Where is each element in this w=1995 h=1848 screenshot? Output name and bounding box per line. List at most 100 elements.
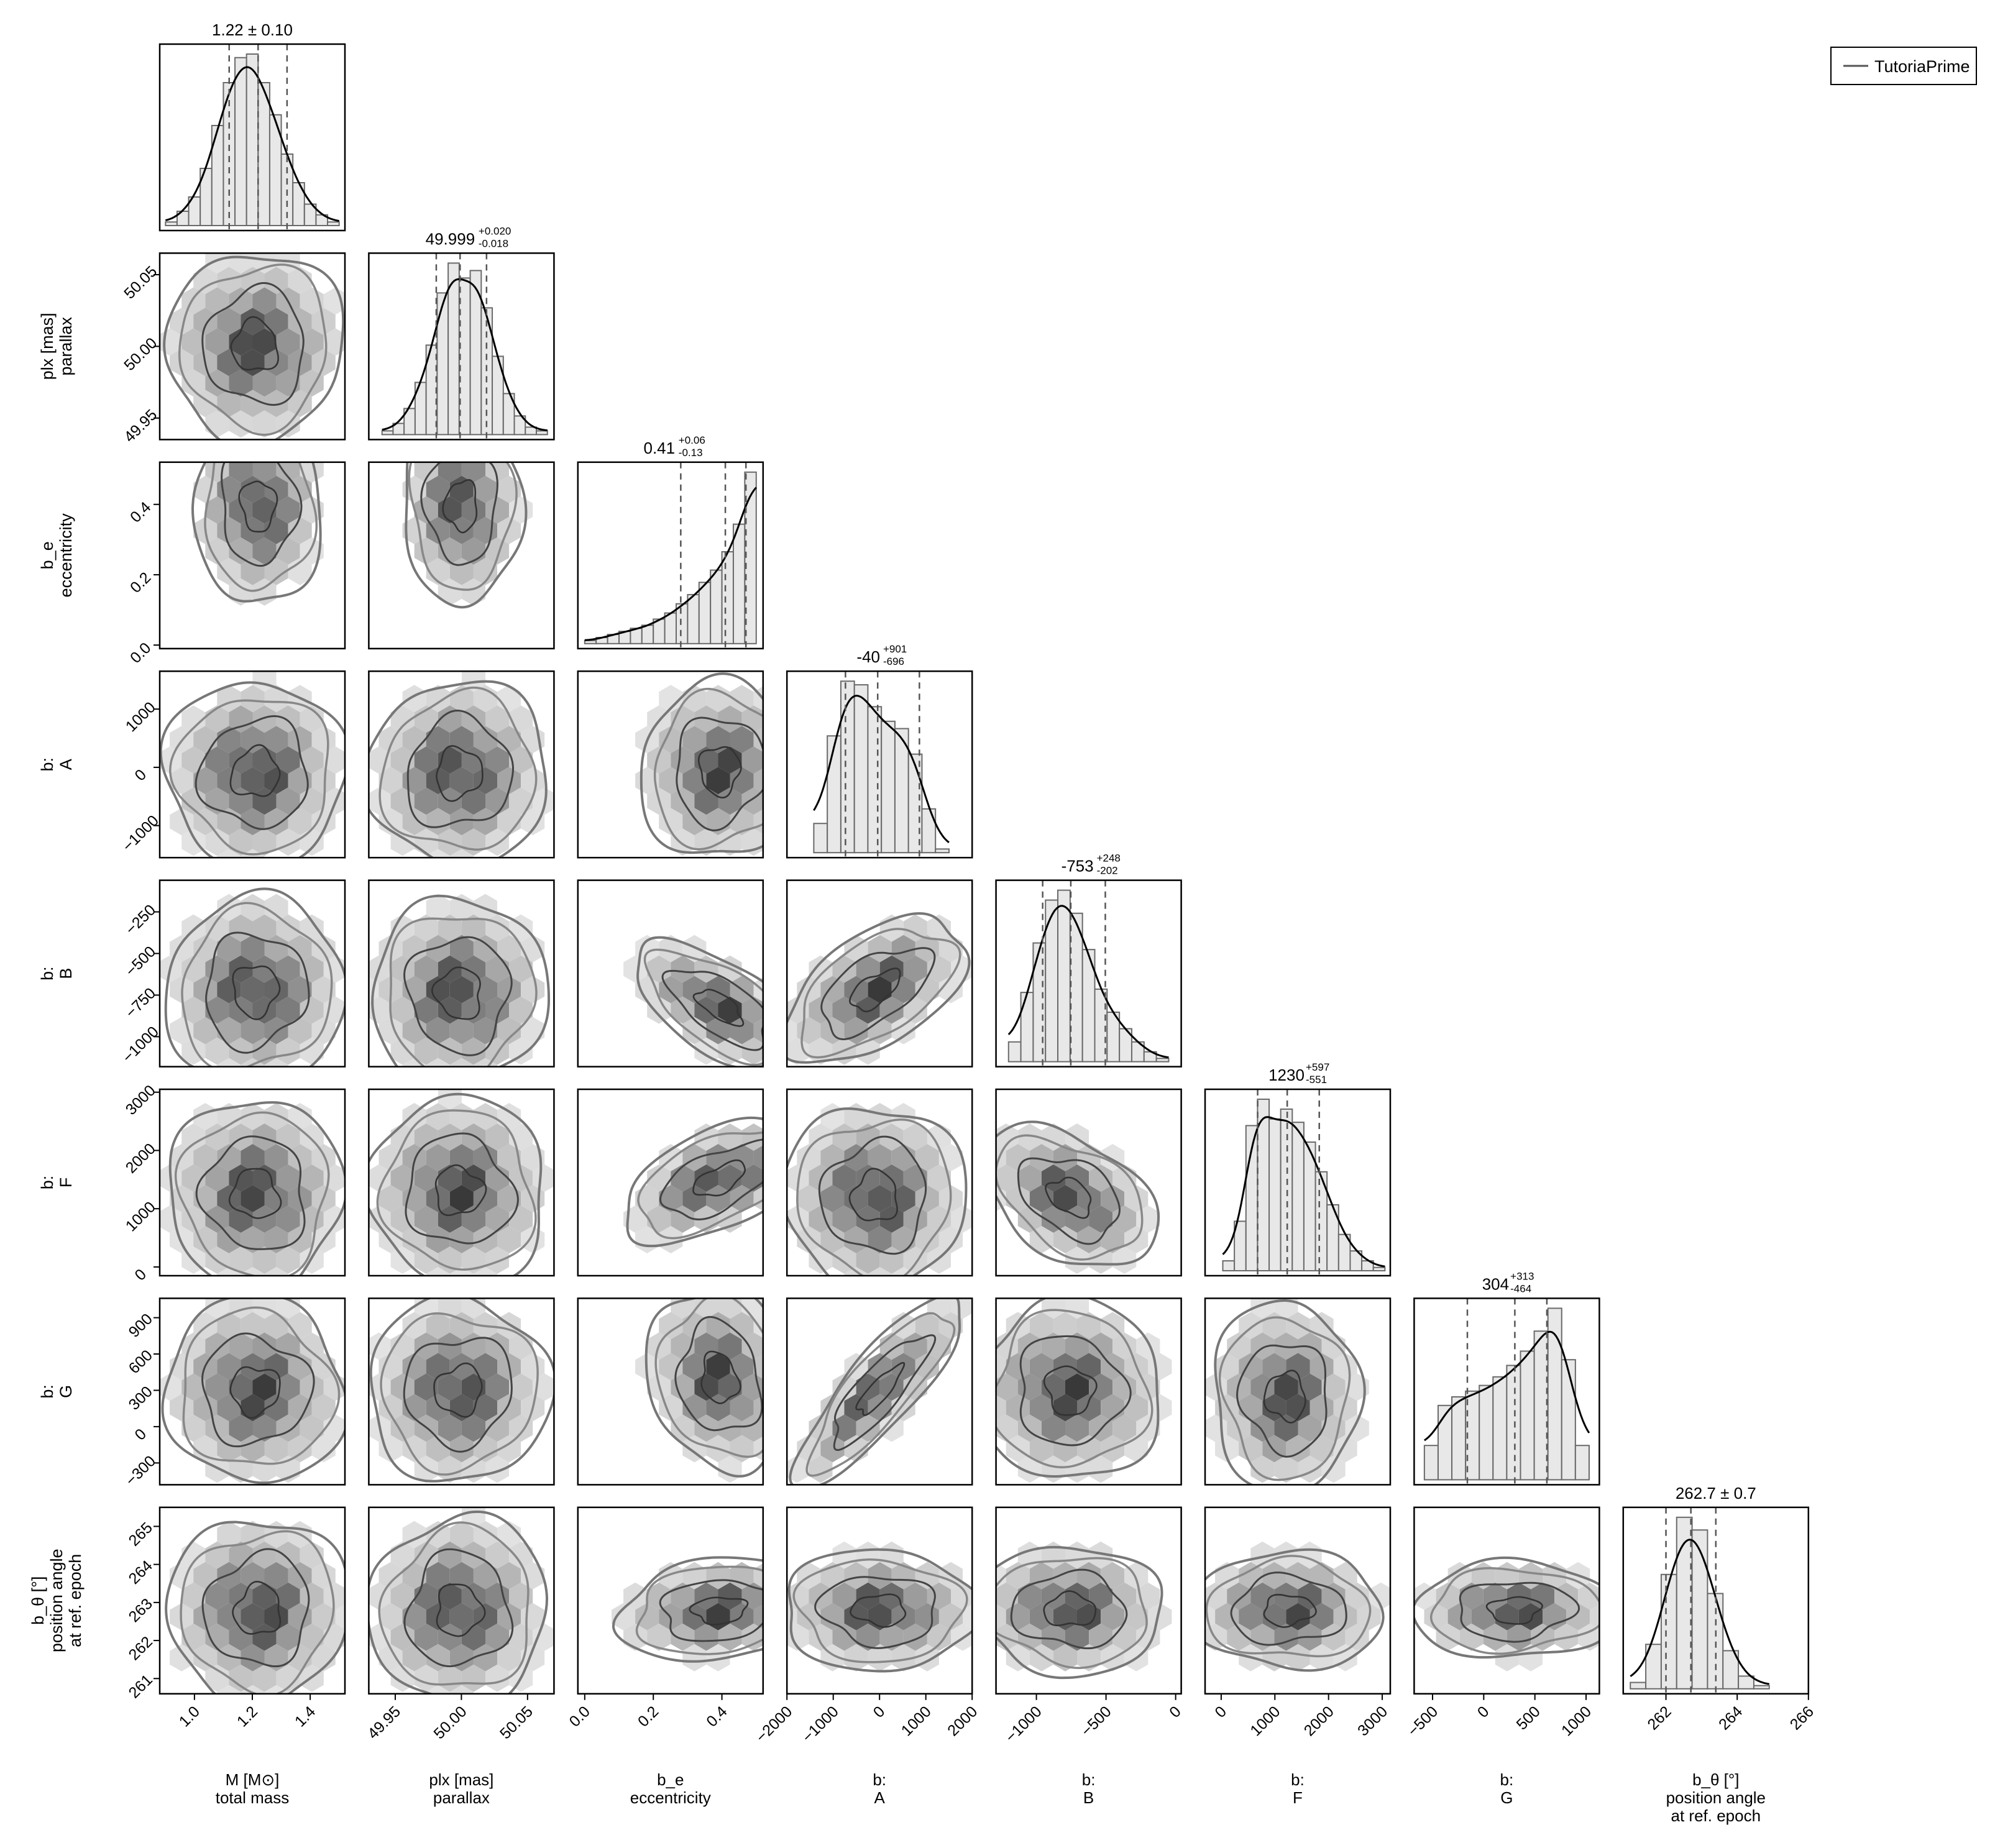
hexbin: [1029, 1394, 1053, 1422]
hist-bar-G: [1533, 1330, 1549, 1481]
hexbin: [252, 410, 277, 438]
hexbin: [205, 1298, 229, 1319]
hexbin: [438, 1414, 462, 1442]
hexbin: [1112, 1414, 1137, 1442]
hexbin: [868, 1644, 892, 1672]
hexbin: [1053, 1562, 1077, 1590]
hexbin: [1531, 1582, 1555, 1610]
hexbin: [170, 767, 194, 795]
hexbin: [1017, 1164, 1042, 1192]
panel-frame-e|M: [158, 461, 346, 650]
hexbin: [241, 1521, 265, 1548]
hexbin: [879, 1414, 904, 1442]
hexbin: [718, 1332, 742, 1360]
hexbin: [1495, 1644, 1519, 1672]
hexbin: [915, 1603, 939, 1631]
hexbin: [241, 1353, 265, 1381]
panel-frame-G|A: [786, 1297, 973, 1486]
hexbin: [414, 914, 438, 942]
contour: [369, 1510, 549, 1694]
hexbin: [1077, 1185, 1101, 1212]
density-panel-G|A: [787, 1298, 973, 1485]
hexbin: [241, 1017, 265, 1045]
hexbin: [971, 1583, 994, 1610]
hexbin: [891, 1267, 915, 1276]
hexbin: [205, 1373, 229, 1401]
hexbin: [1077, 1603, 1101, 1631]
panel-frame-F|B: [995, 1088, 1182, 1277]
hexbin: [288, 935, 312, 963]
summary-median-B: -753: [1062, 857, 1094, 876]
contour: [371, 894, 551, 1067]
hexbin: [217, 1644, 241, 1672]
hexbin: [996, 1373, 1018, 1401]
xtick-label-F: 0: [1211, 1703, 1230, 1721]
hexbin: [844, 1644, 868, 1672]
hexbin: [170, 308, 194, 336]
hexbin: [323, 1582, 345, 1610]
hexbin: [485, 787, 510, 815]
hexbin: [1041, 1623, 1065, 1651]
hexbin: [730, 1017, 754, 1045]
hexbin: [217, 1267, 241, 1276]
density-panel-theta|M: [165, 1521, 345, 1694]
density-panel-A|plx: [369, 671, 554, 858]
hexbin: [264, 726, 288, 754]
hexbin: [497, 1017, 521, 1045]
hexbin: [694, 787, 718, 815]
hexbin: [300, 705, 324, 733]
hexbin: [252, 1164, 277, 1192]
contour: [659, 1138, 763, 1220]
contour: [674, 1315, 763, 1432]
panel-frame-F|A: [786, 1088, 973, 1277]
ylabel-B: B: [57, 968, 75, 979]
contour: [689, 1596, 749, 1626]
hexbin: [414, 1623, 438, 1651]
hexbin: [1065, 1164, 1089, 1192]
xlabel-G: G: [1500, 1788, 1513, 1807]
xtick-label-plx: 49.95: [364, 1703, 404, 1742]
hist-bar-G: [1506, 1365, 1521, 1481]
hexbin: [229, 1414, 253, 1442]
hexbin: [682, 1185, 707, 1212]
hexbin: [288, 726, 312, 754]
summary-minus-G: -464: [1510, 1283, 1531, 1294]
hexbin: [671, 1205, 695, 1233]
contour: [221, 462, 303, 567]
contour: [403, 1337, 513, 1453]
hexbin: [951, 1205, 973, 1233]
hexbin: [181, 828, 206, 856]
contour: [996, 1120, 1160, 1266]
hexbin: [730, 726, 754, 754]
hexbin: [438, 1582, 462, 1610]
density-panel-theta|A: [787, 1541, 973, 1673]
hexbin: [402, 685, 426, 713]
xlabel-B: b:: [1082, 1770, 1096, 1789]
hexbin: [753, 1604, 763, 1629]
hexbin: [241, 1603, 265, 1631]
summary-plus-A: +901: [883, 643, 907, 655]
contour: [1017, 1157, 1121, 1245]
hexbin: [951, 1298, 973, 1319]
summary-median-plx: 49.999: [426, 229, 475, 248]
hexbin: [951, 1623, 973, 1651]
hexbin: [1205, 1582, 1227, 1610]
hexbin: [426, 1394, 450, 1422]
hexbin: [832, 1373, 856, 1401]
hist-frame-e: [577, 461, 764, 650]
hexbin: [1250, 1455, 1275, 1483]
hexbin: [473, 1562, 497, 1590]
hexbin: [856, 1205, 880, 1233]
hexbin: [426, 808, 450, 836]
hexbin: [205, 1123, 229, 1151]
panel-frame-e|plx: [368, 461, 555, 650]
hexbin: [311, 1394, 336, 1422]
contour: [692, 989, 745, 1027]
hist-bar-e: [721, 551, 734, 644]
contour: [168, 1101, 345, 1276]
hexbin: [1006, 1394, 1030, 1422]
density-panel-F|B: [996, 1120, 1160, 1274]
contour: [626, 1116, 763, 1248]
hexbin: [288, 1603, 312, 1631]
hexbin: [229, 1373, 253, 1401]
